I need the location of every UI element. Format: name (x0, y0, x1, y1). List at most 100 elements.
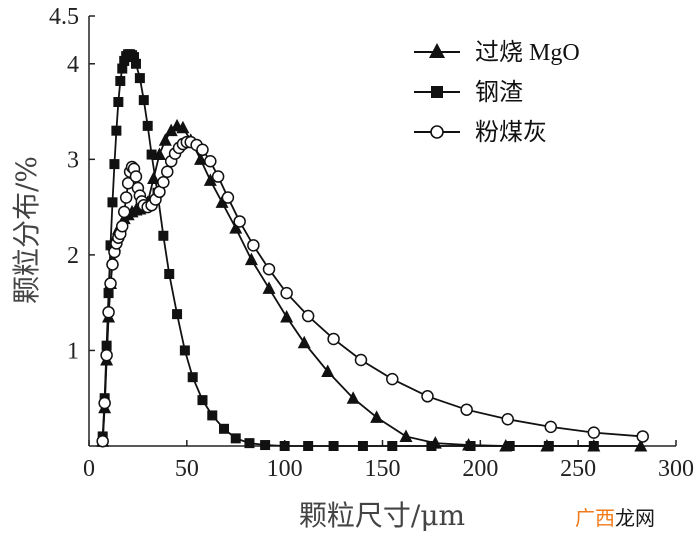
square-marker (207, 410, 218, 421)
square-marker (109, 159, 120, 170)
marker-layer (96, 49, 649, 452)
y-ticks: 1 2 3 4 4.5 (49, 4, 95, 364)
square-marker (504, 441, 515, 451)
square-marker (117, 63, 128, 74)
series-line-2 (101, 141, 643, 442)
square-marker (303, 441, 314, 451)
square-marker (158, 230, 169, 241)
square-marker (260, 440, 271, 451)
triangle-marker (215, 195, 229, 208)
y-tick-label: 1 (67, 338, 79, 364)
circle-marker (161, 165, 174, 179)
triangle-marker (370, 410, 384, 423)
square-marker (111, 125, 122, 136)
circle-marker (104, 277, 117, 290)
x-tick-label: 250 (560, 456, 596, 482)
x-axis-title: 颗粒尺寸/μm (299, 499, 465, 532)
triangle-marker (399, 429, 413, 442)
square-marker (164, 269, 175, 279)
circle-marker (129, 170, 143, 183)
square-marker (113, 97, 124, 107)
x-tick-label: 100 (267, 456, 303, 482)
circle-marker (354, 353, 368, 367)
legend-square-icon (431, 86, 443, 98)
square-marker (115, 75, 126, 86)
square-marker (219, 423, 230, 434)
square-marker (129, 52, 140, 63)
x-tick-label: 50 (175, 456, 199, 482)
circle-marker (117, 205, 131, 219)
legend: 过烧 MgO 钢渣 粉煤灰 (414, 39, 580, 146)
y-tick-label: 2 (67, 243, 79, 269)
square-marker (543, 441, 554, 451)
circle-marker (102, 305, 115, 319)
circle-marker (121, 176, 135, 190)
legend-triangle-icon (429, 43, 445, 58)
x-tick-label: 200 (462, 456, 498, 482)
watermark: 广西 龙网 (575, 506, 655, 530)
y-tick-label: 4 (67, 52, 79, 78)
square-marker (142, 120, 153, 131)
circle-marker (421, 390, 434, 403)
circle-marker (544, 420, 558, 434)
triangle-marker (280, 310, 294, 323)
square-marker (230, 433, 241, 444)
square-marker (107, 197, 118, 208)
legend-label-fly-ash: 粉煤灰 (475, 119, 547, 146)
legend-item-overburned-mgo: 过烧 MgO (414, 39, 580, 66)
triangle-marker (346, 391, 360, 404)
square-marker (138, 95, 149, 106)
square-marker (146, 149, 157, 160)
circle-marker (157, 176, 170, 189)
triangle-marker (147, 171, 161, 184)
square-marker (328, 441, 339, 451)
watermark-rest-text: 龙网 (615, 506, 655, 530)
circle-marker (301, 309, 315, 323)
triangle-marker (164, 123, 178, 137)
circle-marker (116, 219, 129, 233)
circle-marker (233, 215, 246, 228)
circle-marker (460, 403, 473, 416)
circle-marker (98, 396, 111, 410)
square-marker (103, 288, 114, 299)
y-axis-title: 颗粒分布/% (10, 156, 43, 304)
square-marker (197, 395, 208, 406)
legend-item-steel-slag: 钢渣 (414, 79, 523, 106)
circle-marker (204, 154, 217, 168)
square-marker (465, 441, 476, 451)
circle-marker (96, 434, 109, 448)
x-tick-label: 300 (658, 456, 694, 482)
circle-marker (327, 332, 340, 346)
series-layer (101, 53, 643, 447)
square-marker (134, 73, 145, 84)
triangle-marker (158, 133, 172, 146)
triangle-marker (176, 120, 190, 134)
circle-marker (262, 262, 276, 276)
series-line-1 (101, 53, 594, 447)
triangle-marker (244, 252, 258, 266)
x-ticks: 0 50 100 150 200 250 300 (83, 440, 694, 482)
legend-label-steel-slag: 钢渣 (475, 79, 523, 106)
square-marker (426, 441, 437, 451)
triangle-marker (229, 221, 243, 234)
circle-marker (280, 286, 293, 300)
triangle-marker (634, 439, 648, 452)
square-marker (172, 309, 183, 320)
square-marker (187, 372, 198, 383)
series-line-0 (101, 124, 641, 447)
y-tick-label: 3 (67, 147, 79, 173)
x-tick-label: 150 (365, 456, 401, 482)
square-marker (588, 441, 599, 451)
circle-marker (501, 412, 514, 426)
circle-marker (221, 191, 235, 204)
circle-marker (636, 430, 649, 443)
triangle-marker (321, 364, 335, 377)
circle-marker (587, 426, 601, 439)
square-marker (357, 441, 368, 451)
square-marker (179, 345, 190, 356)
circle-marker (196, 143, 209, 157)
square-marker (279, 441, 290, 451)
watermark-accent-text: 广西 (575, 506, 615, 530)
triangle-marker (297, 335, 311, 349)
